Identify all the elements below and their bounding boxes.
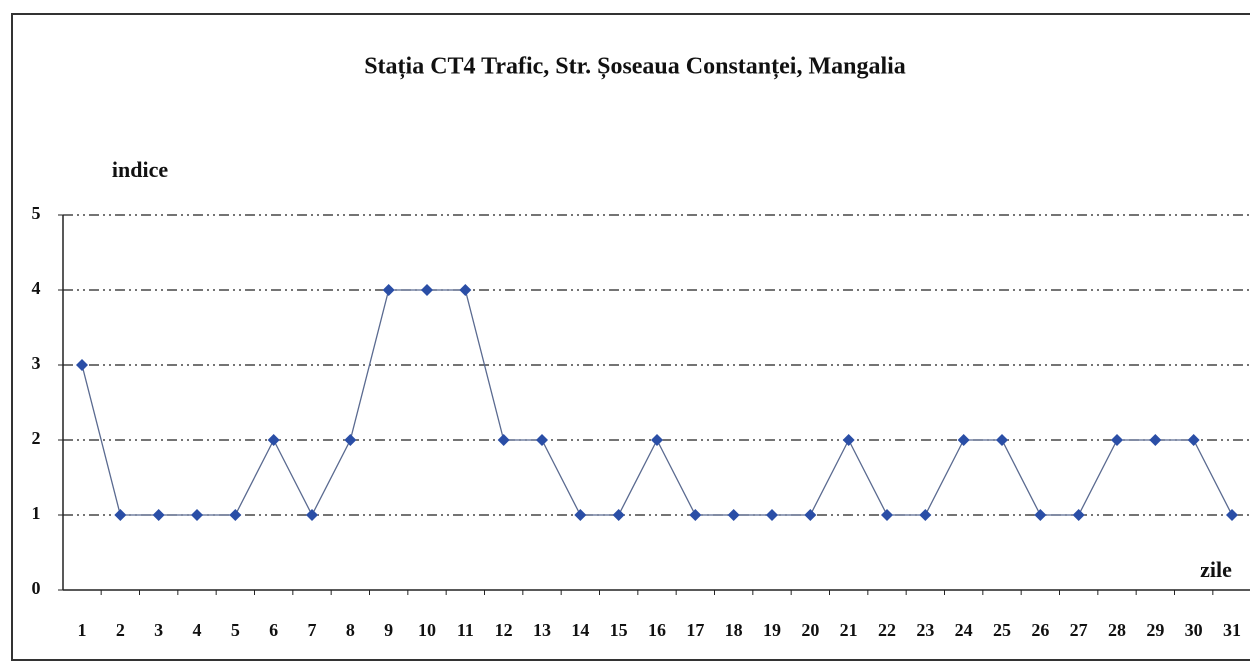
data-point <box>651 434 663 446</box>
data-point <box>344 434 357 446</box>
data-point <box>957 434 970 446</box>
data-point <box>421 284 433 296</box>
data-point <box>76 359 88 371</box>
data-point <box>919 509 932 521</box>
data-point <box>497 434 510 446</box>
data-point <box>459 284 472 296</box>
x-tick-label: 24 <box>955 620 973 640</box>
x-tick-label: 30 <box>1185 620 1203 640</box>
x-tick-label: 31 <box>1223 620 1241 640</box>
x-tick-label: 28 <box>1108 620 1126 640</box>
x-tick-label: 19 <box>763 620 781 640</box>
y-tick-label: 1 <box>32 503 41 523</box>
x-tick-label: 29 <box>1146 620 1164 640</box>
x-tick-label: 13 <box>533 620 551 640</box>
x-axis-label: zile <box>1200 557 1232 582</box>
x-tick-label: 11 <box>457 620 474 640</box>
data-point <box>1034 509 1047 521</box>
data-point <box>229 509 242 521</box>
data-point <box>267 434 280 446</box>
x-tick-label: 15 <box>610 620 628 640</box>
x-tick-label: 18 <box>725 620 743 640</box>
data-point <box>996 434 1008 446</box>
y-tick-label: 0 <box>32 578 41 598</box>
data-point <box>881 509 893 521</box>
x-tick-label: 20 <box>801 620 819 640</box>
x-tick-label: 25 <box>993 620 1011 640</box>
series-line <box>81 289 1233 517</box>
x-tick-label: 16 <box>648 620 666 640</box>
chart-title: Stația CT4 Trafic, Str. Șoseaua Constanț… <box>364 54 906 80</box>
x-tick-label: 23 <box>916 620 934 640</box>
x-tick-label: 12 <box>495 620 513 640</box>
x-tick-label: 3 <box>154 620 163 640</box>
data-point <box>191 509 203 521</box>
x-tick-label: 17 <box>686 620 704 640</box>
x-tick-label: 8 <box>346 620 355 640</box>
x-tick-label: 6 <box>269 620 278 640</box>
data-point <box>766 509 778 521</box>
chart-frame <box>11 13 1250 661</box>
y-tick-label: 3 <box>32 353 41 373</box>
data-point <box>1111 434 1123 446</box>
data-point <box>1072 509 1085 521</box>
data-point <box>152 509 165 521</box>
x-tick-label: 26 <box>1031 620 1049 640</box>
x-tick-label: 2 <box>116 620 125 640</box>
data-point <box>1187 434 1200 446</box>
data-point <box>842 434 855 446</box>
y-tick-label: 2 <box>32 428 41 448</box>
x-tick-label: 22 <box>878 620 896 640</box>
data-point <box>536 434 548 446</box>
data-point <box>114 509 127 521</box>
x-tick-label: 1 <box>78 620 87 640</box>
x-tick-label: 5 <box>231 620 240 640</box>
x-tick-label: 21 <box>840 620 858 640</box>
data-point <box>1226 509 1238 521</box>
x-tick-label: 7 <box>308 620 317 640</box>
x-tick-label: 4 <box>193 620 202 640</box>
data-point <box>574 509 587 521</box>
y-axis-label: indice <box>112 157 168 182</box>
data-point <box>689 509 702 521</box>
data-point <box>612 509 625 521</box>
data-point <box>382 284 395 296</box>
y-tick-label: 4 <box>32 278 41 298</box>
data-point <box>1149 434 1162 446</box>
data-point <box>727 509 740 521</box>
data-point <box>306 509 318 521</box>
x-tick-label: 27 <box>1070 620 1088 640</box>
x-tick-label: 14 <box>571 620 589 640</box>
x-tick-label: 9 <box>384 620 393 640</box>
data-point <box>804 509 817 521</box>
x-tick-label: 10 <box>418 620 436 640</box>
y-tick-label: 5 <box>32 203 41 223</box>
